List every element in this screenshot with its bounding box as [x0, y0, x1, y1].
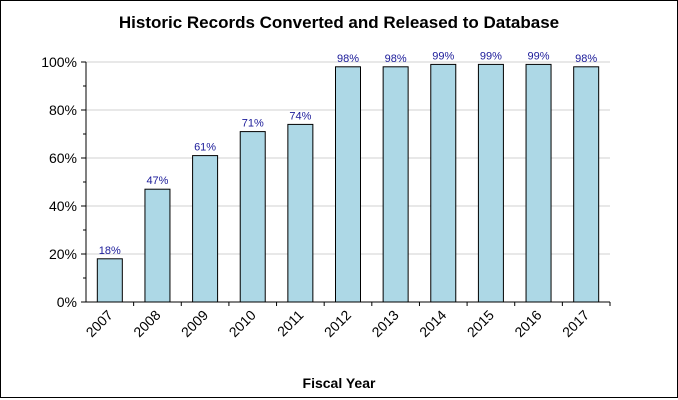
y-tick-label: 20%: [49, 246, 77, 262]
axes: [81, 61, 611, 306]
bar: [430, 63, 457, 303]
data-label: 98%: [575, 53, 597, 65]
bar: [96, 258, 123, 303]
y-tick-label: 0%: [57, 294, 77, 310]
bar: [192, 155, 219, 303]
data-label: 74%: [289, 110, 311, 122]
bar: [144, 188, 171, 303]
data-label: 98%: [337, 53, 359, 65]
bar: [573, 66, 600, 303]
x-axis-title: Fiscal Year: [302, 375, 376, 391]
data-label: 18%: [99, 245, 121, 257]
bar: [477, 63, 504, 303]
bar: [525, 63, 552, 303]
labels: 0% 20% 40% 60% 80% 100% 18% 2007 47% 2008 61% 2009 7…: [41, 50, 597, 340]
bars: [96, 63, 600, 303]
data-label: 99%: [432, 50, 454, 62]
bar: [287, 123, 314, 303]
data-label: 99%: [480, 50, 502, 62]
x-tick-label: 2009: [178, 307, 211, 340]
x-tick-label: 2008: [130, 307, 163, 340]
chart-title: Historic Records Converted and Released …: [118, 13, 560, 32]
y-tick-label: 100%: [41, 54, 77, 70]
data-label: 61%: [194, 142, 216, 154]
x-tick-label: 2012: [321, 307, 354, 340]
x-tick-label: 2011: [274, 307, 307, 340]
y-tick-label: 40%: [49, 198, 77, 214]
x-tick-label: 2010: [226, 307, 259, 340]
y-tick-label: 60%: [49, 150, 77, 166]
x-tick-label: 2017: [559, 307, 592, 340]
data-label: 71%: [242, 118, 264, 130]
x-tick-label: 2016: [511, 307, 544, 340]
x-tick-label: 2007: [83, 307, 116, 340]
x-tick-label: 2014: [416, 307, 449, 340]
x-tick-label: 2015: [464, 307, 497, 340]
bar: [335, 66, 361, 303]
bar: [382, 66, 409, 303]
data-label: 99%: [528, 50, 550, 62]
bar: [239, 131, 266, 303]
data-label: 98%: [385, 53, 407, 65]
y-tick-label: 80%: [49, 102, 77, 118]
x-tick-label: 2013: [368, 307, 401, 340]
data-label: 47%: [146, 175, 168, 187]
